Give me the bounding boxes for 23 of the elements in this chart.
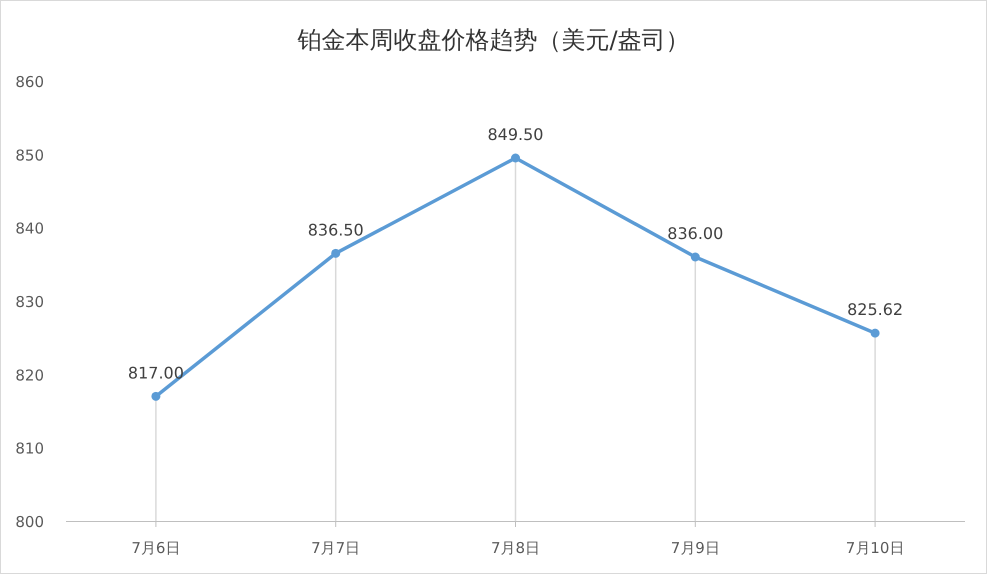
y-tick-label: 840	[15, 220, 44, 238]
text: 849.50	[488, 125, 544, 144]
y-tick-label: 860	[15, 73, 44, 91]
point	[870, 328, 880, 338]
y-tick-label: 830	[15, 293, 44, 311]
x-tick-label: 7月8日	[490, 539, 540, 557]
x-tick-label: 7月10日	[846, 539, 904, 557]
y-tick-label: 810	[15, 440, 44, 458]
x-tick-label: 7月7日	[311, 539, 360, 557]
text: 817.00	[128, 363, 184, 382]
text: 836.00	[667, 224, 724, 243]
point	[511, 154, 520, 162]
point	[331, 248, 340, 258]
point	[690, 252, 700, 262]
y-tick-label: 800	[15, 513, 44, 531]
y-tick-label: 850	[15, 146, 44, 164]
point	[151, 392, 160, 401]
text: 836.50	[308, 220, 364, 240]
x-tick-label: 7月9日	[670, 539, 720, 557]
x-tick-label: 7月6日	[131, 539, 180, 557]
text: 825.62	[847, 300, 904, 320]
y-tick-label: 820	[15, 366, 44, 384]
chart-title: 铂金本周收盘价格趋势（美元/盎司）	[296, 26, 690, 54]
